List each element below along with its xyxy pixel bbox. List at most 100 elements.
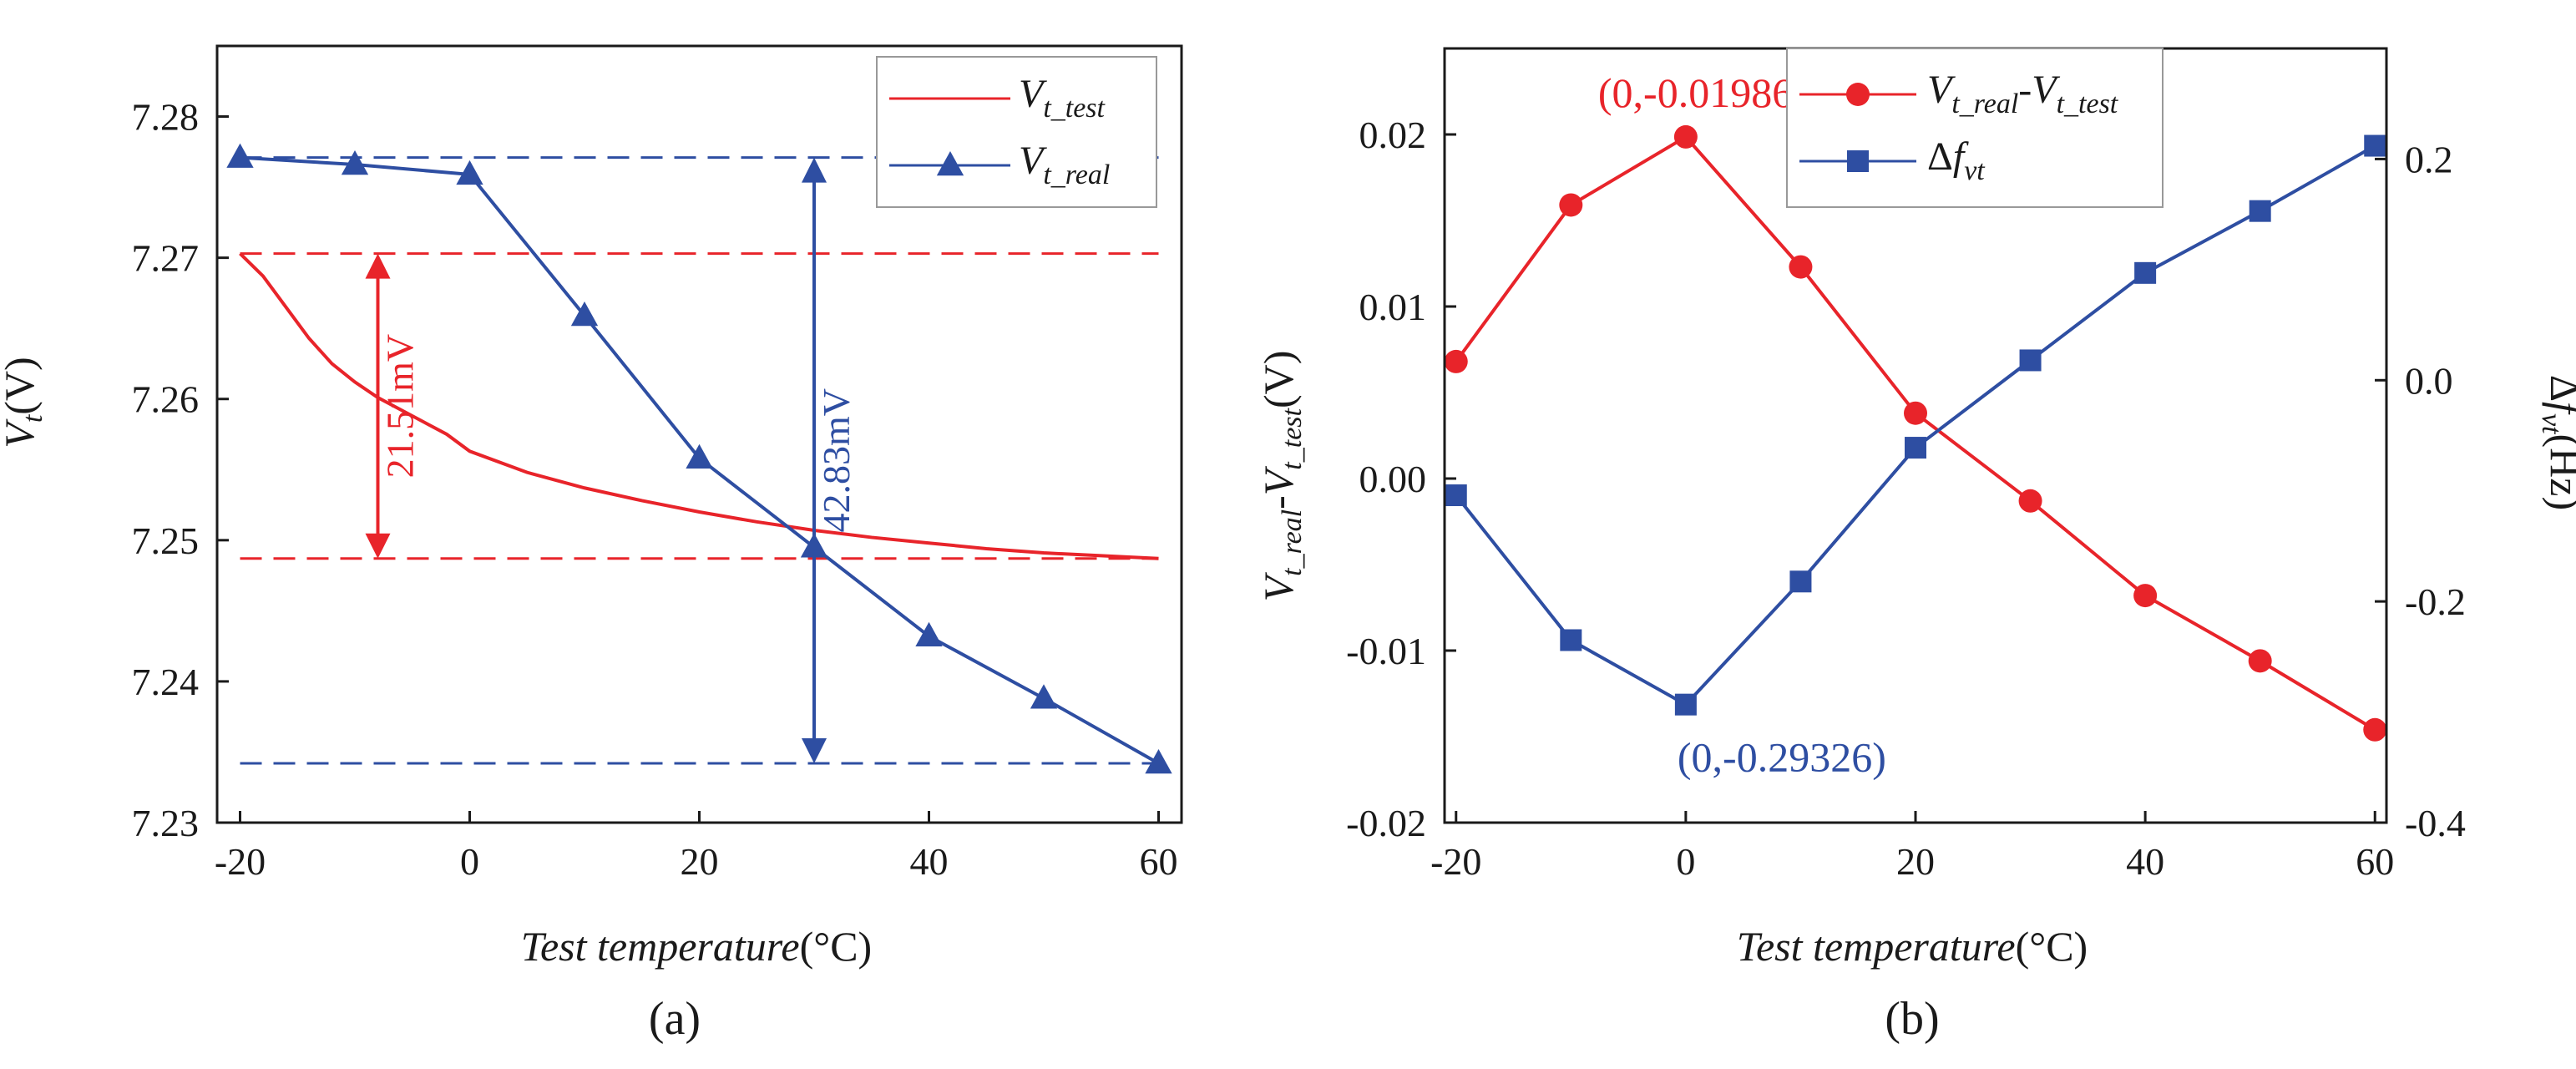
data-point-square <box>2019 349 2042 372</box>
x-tick-label: 60 <box>1140 840 1178 883</box>
data-point-square <box>1445 484 1467 507</box>
x-axis-label: Test temperature(°C) <box>1737 923 2088 970</box>
data-point-triangle <box>1145 748 1172 774</box>
legend-marker-triangle <box>936 151 964 176</box>
x-tick-label: 20 <box>1896 840 1935 883</box>
series-line-square <box>1455 144 2376 707</box>
annotation-arrowhead-top-1 <box>802 157 827 183</box>
series-group <box>226 143 1172 774</box>
annotation-arrowhead-top-0 <box>365 253 391 279</box>
legend-sub: t_real <box>1043 160 1110 190</box>
legend-label-voltage-diff: Vt_real-Vt_test <box>1927 68 2119 119</box>
y-left-sub1: t_real <box>1277 509 1308 576</box>
y-tick-label: 7.28 <box>132 96 200 139</box>
y-left-var2: -V <box>1255 465 1302 509</box>
x-label-main: Test temperature <box>1737 923 2016 970</box>
y-label-sub: t <box>18 413 48 423</box>
y-left-tick-label: -0.01 <box>1346 630 1426 672</box>
y-left-sub2: t_test <box>1277 407 1308 469</box>
y-axis-left-label: Vt_real-Vt_test(V) <box>1255 351 1308 602</box>
data-point-triangle <box>456 160 483 185</box>
data-point-circle <box>1444 349 1468 373</box>
data-point-square <box>2364 134 2386 157</box>
annotation-arrowhead-bottom-0 <box>365 533 391 559</box>
data-point-triangle <box>226 143 254 168</box>
y-left-tick-label: -0.02 <box>1346 802 1426 844</box>
legend: Vt_real-Vt_test Δfvt <box>1786 48 2164 208</box>
y-left-tick-label: 0.01 <box>1359 286 1427 328</box>
y-right-tick-label: 0.2 <box>2405 138 2453 180</box>
legend-sub2: t_test <box>2057 89 2119 119</box>
y-left-tick-label: 0.00 <box>1359 458 1427 500</box>
y-left-tick-label: 0.02 <box>1359 114 1427 156</box>
legend-var: V <box>1019 139 1047 183</box>
data-point-circle <box>2363 717 2387 742</box>
series-line-circle <box>1455 134 2376 732</box>
y-right-tick-label: -0.4 <box>2405 802 2466 844</box>
y-right-sub: vt <box>2536 413 2567 435</box>
data-point-circle <box>1789 255 1813 279</box>
data-point-triangle <box>1030 684 1058 709</box>
panel-label-b: (b) <box>1885 993 1939 1045</box>
data-point-circle <box>2018 489 2042 513</box>
x-axis-ticks: -20 0 20 40 60 <box>215 811 1178 883</box>
legend-var1: V <box>1927 68 1956 112</box>
legend-var: V <box>1019 72 1047 116</box>
annotation-min-blue: (0,-0.29326) <box>1678 734 1886 781</box>
y-left-var1: V <box>1255 571 1302 601</box>
legend-delta: Δ <box>1927 134 1953 179</box>
annotations-group: 21.51mV 42.83mV <box>365 157 858 763</box>
y-axis-ticks: 7.23 7.24 7.25 7.26 7.27 7.28 <box>132 96 229 844</box>
reference-lines <box>240 156 1159 765</box>
data-point-square <box>1560 629 1582 651</box>
data-point-square <box>1789 570 1812 593</box>
data-point-triangle <box>686 443 713 469</box>
legend: Vt_test Vt_real <box>876 56 1157 208</box>
data-point-circle <box>1904 401 1927 425</box>
y-tick-label: 7.24 <box>132 661 200 703</box>
y-axis-right-label: Δfvt(Hz) <box>2536 375 2576 510</box>
y-tick-label: 7.23 <box>132 802 200 844</box>
legend-marker-circle <box>1846 83 1870 106</box>
annotation-peak-red: (0,-0.01986) <box>1598 69 1807 116</box>
y-axis-label: Vt(V) <box>0 357 48 448</box>
x-tick-label: 60 <box>2356 840 2394 883</box>
y-tick-label: 7.25 <box>132 519 200 562</box>
legend-label-v-t-real: Vt_real <box>1019 139 1110 190</box>
y-tick-label: 7.27 <box>132 237 200 280</box>
y-right-tick-label: -0.2 <box>2405 580 2466 623</box>
data-point-circle <box>1559 193 1583 217</box>
x-tick-label: 40 <box>2126 840 2164 883</box>
series-group <box>1444 124 2387 742</box>
legend-sub: vt <box>1964 155 1986 186</box>
annotation-label-0: 21.51mV <box>379 334 422 479</box>
y-left-unit: (V) <box>1255 351 1302 408</box>
panel-label-a: (a) <box>649 993 701 1045</box>
y-right-tick-label: 0.0 <box>2405 359 2453 402</box>
x-tick-label: 0 <box>1676 840 1695 883</box>
x-tick-label: 40 <box>910 840 949 883</box>
y-right-unit: (Hz) <box>2542 434 2576 511</box>
data-point-circle <box>2133 584 2158 608</box>
legend-box <box>1786 48 2164 208</box>
y-right-delta: Δ <box>2542 375 2576 402</box>
y-tick-label: 7.26 <box>132 378 200 421</box>
legend-sub: t_test <box>1043 93 1106 124</box>
y-label-unit: (V) <box>0 357 43 414</box>
data-point-square <box>2134 261 2157 284</box>
legend-box <box>876 56 1157 208</box>
x-label-main: Test temperature <box>521 923 800 970</box>
x-axis-label: Test temperature(°C) <box>521 923 872 970</box>
x-label-unit: (°C) <box>800 923 873 970</box>
annotation-arrowhead-bottom-1 <box>802 737 827 763</box>
legend-label-v-t-test: Vt_test <box>1019 72 1106 124</box>
data-point-triangle <box>915 621 943 647</box>
x-tick-label: -20 <box>1430 840 1481 883</box>
y-label-var: V <box>0 418 43 448</box>
data-point-square <box>1905 437 1926 459</box>
y-axis-left-ticks: -0.02 -0.01 0.00 0.01 0.02 <box>1346 114 1456 844</box>
chart-panel-a: 21.51mV 42.83mV -20 0 20 40 60 7.237.247.257.… <box>0 44 1183 1045</box>
data-point-triangle <box>570 301 599 327</box>
data-point-circle <box>1673 124 1698 149</box>
